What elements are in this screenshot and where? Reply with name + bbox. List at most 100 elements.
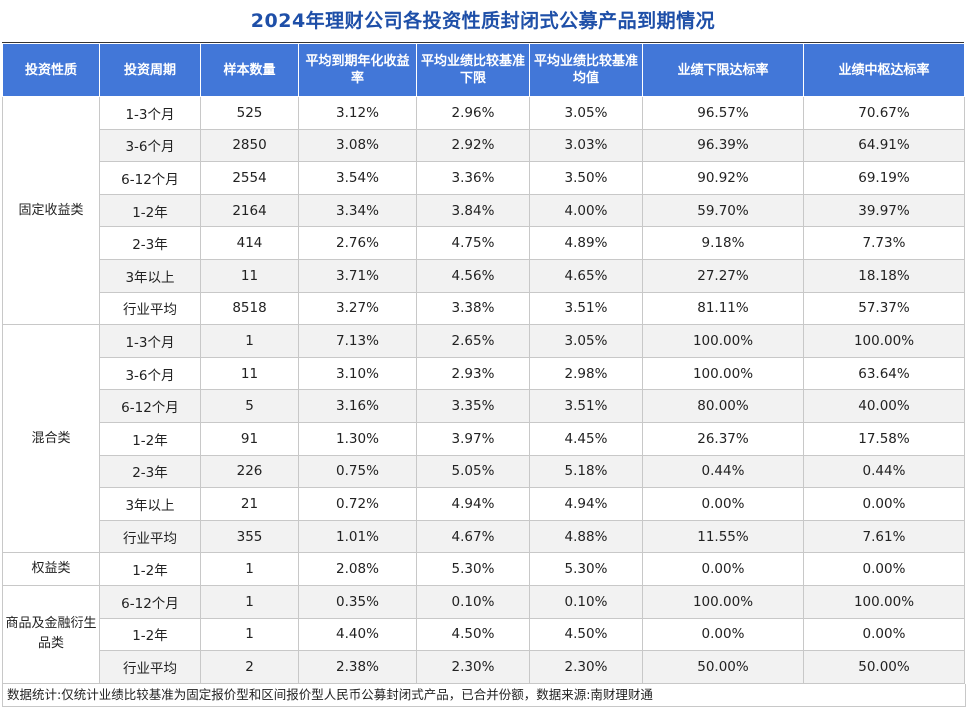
benchmark-mean-cell: 4.89% xyxy=(529,226,643,260)
mid-hit-rate-cell: 50.00% xyxy=(803,650,965,684)
benchmark-lower-cell: 3.35% xyxy=(416,389,530,423)
mid-hit-rate-cell: 7.73% xyxy=(803,226,965,260)
benchmark-mean-cell: 3.05% xyxy=(529,324,643,358)
sample-count-cell: 1 xyxy=(200,552,299,586)
period-cell: 1-2年 xyxy=(99,617,201,652)
period-cell: 6-12个月 xyxy=(99,389,201,423)
mid-hit-rate-cell: 100.00% xyxy=(803,584,965,619)
lower-hit-rate-cell: 26.37% xyxy=(642,421,804,456)
maturity-table: 投资性质 投资周期 样本数量 平均到期年化收益率 平均业绩比较基准下限 平均业绩… xyxy=(2,43,965,684)
lower-hit-rate-cell: 100.00% xyxy=(642,584,804,619)
title-divider xyxy=(2,42,964,43)
avg-yield-cell: 3.27% xyxy=(298,291,417,326)
benchmark-mean-cell: 3.50% xyxy=(529,161,643,195)
header-period: 投资周期 xyxy=(99,43,201,97)
sample-count-cell: 2164 xyxy=(200,193,299,228)
table-row: 2-3年 226 0.75% 5.05% 5.18% 0.44% 0.44% xyxy=(3,454,965,489)
table-row: 3-6个月 11 3.10% 2.93% 2.98% 100.00% 63.64% xyxy=(3,356,965,391)
mid-hit-rate-cell: 18.18% xyxy=(803,258,965,293)
table-row: 6-12个月 5 3.16% 3.35% 3.51% 80.00% 40.00% xyxy=(3,389,965,423)
period-cell: 6-12个月 xyxy=(99,584,201,619)
benchmark-lower-cell: 4.56% xyxy=(416,258,530,293)
lower-hit-rate-cell: 96.57% xyxy=(642,96,804,130)
table-row: 3年以上 11 3.71% 4.56% 4.65% 27.27% 18.18% xyxy=(3,258,965,293)
benchmark-lower-cell: 2.92% xyxy=(416,128,530,163)
mid-hit-rate-cell: 0.00% xyxy=(803,487,965,521)
benchmark-lower-cell: 2.30% xyxy=(416,650,530,684)
header-investment-type: 投资性质 xyxy=(2,43,100,97)
benchmark-lower-cell: 5.30% xyxy=(416,552,530,586)
mid-hit-rate-cell: 39.97% xyxy=(803,193,965,228)
avg-yield-cell: 0.72% xyxy=(298,487,417,521)
sample-count-cell: 91 xyxy=(200,421,299,456)
avg-yield-cell: 3.54% xyxy=(298,161,417,195)
table-row: 6-12个月 2554 3.54% 3.36% 3.50% 90.92% 69.19% xyxy=(3,161,965,195)
mid-hit-rate-cell: 63.64% xyxy=(803,356,965,391)
table-row: 权益类 1-2年 1 2.08% 5.30% 5.30% 0.00% 0.00% xyxy=(2,552,965,586)
lower-hit-rate-cell: 0.44% xyxy=(642,454,804,489)
period-cell: 1-2年 xyxy=(99,552,201,586)
investment-type-cell: 商品及金融衍生品类 xyxy=(2,584,100,684)
sample-count-cell: 11 xyxy=(200,258,299,293)
benchmark-mean-cell: 2.98% xyxy=(529,356,643,391)
header-benchmark-mean: 平均业绩比较基准均值 xyxy=(529,43,643,97)
table-row: 2-3年 414 2.76% 4.75% 4.89% 9.18% 7.73% xyxy=(3,226,965,260)
table-row: 1-2年 2164 3.34% 3.84% 4.00% 59.70% 39.97% xyxy=(3,193,965,228)
benchmark-lower-cell: 3.36% xyxy=(416,161,530,195)
period-cell: 3年以上 xyxy=(99,258,201,293)
lower-hit-rate-cell: 27.27% xyxy=(642,258,804,293)
page-title: 2024年理财公司各投资性质封闭式公募产品到期情况 xyxy=(250,10,716,32)
investment-type-cell: 混合类 xyxy=(2,324,100,554)
avg-yield-cell: 3.34% xyxy=(298,193,417,228)
lower-hit-rate-cell: 96.39% xyxy=(642,128,804,163)
benchmark-lower-cell: 2.65% xyxy=(416,324,530,358)
investment-type-cell: 权益类 xyxy=(2,552,100,586)
benchmark-lower-cell: 3.38% xyxy=(416,291,530,326)
sample-count-cell: 1 xyxy=(200,584,299,619)
period-cell: 行业平均 xyxy=(99,650,201,684)
header-mid-hit-rate: 业绩中枢达标率 xyxy=(803,43,965,97)
sample-count-cell: 2850 xyxy=(200,128,299,163)
sample-count-cell: 11 xyxy=(200,356,299,391)
avg-yield-cell: 3.16% xyxy=(298,389,417,423)
lower-hit-rate-cell: 0.00% xyxy=(642,487,804,521)
lower-hit-rate-cell: 100.00% xyxy=(642,356,804,391)
benchmark-mean-cell: 3.05% xyxy=(529,96,643,130)
sample-count-cell: 355 xyxy=(200,519,299,554)
benchmark-mean-cell: 5.30% xyxy=(529,552,643,586)
avg-yield-cell: 2.08% xyxy=(298,552,417,586)
benchmark-mean-cell: 4.88% xyxy=(529,519,643,554)
mid-hit-rate-cell: 40.00% xyxy=(803,389,965,423)
lower-hit-rate-cell: 100.00% xyxy=(642,324,804,358)
header-avg-annual-yield: 平均到期年化收益率 xyxy=(298,43,417,97)
sample-count-cell: 525 xyxy=(200,96,299,130)
period-cell: 3-6个月 xyxy=(99,356,201,391)
benchmark-mean-cell: 4.65% xyxy=(529,258,643,293)
avg-yield-cell: 3.71% xyxy=(298,258,417,293)
table-row: 混合类 1-3个月 1 7.13% 2.65% 3.05% 100.00% 100.00% xyxy=(2,324,965,554)
investment-type-cell: 固定收益类 xyxy=(2,95,100,326)
table-row: 固定收益类 1-3个月 525 3.12% 2.96% 3.05% 96.57% 70.67% xyxy=(2,95,965,326)
lower-hit-rate-cell: 50.00% xyxy=(642,650,804,684)
mid-hit-rate-cell: 100.00% xyxy=(803,324,965,358)
table-row: 行业平均 355 1.01% 4.67% 4.88% 11.55% 7.61% xyxy=(3,519,965,554)
period-cell: 1-3个月 xyxy=(99,96,201,130)
table-body: 固定收益类 1-3个月 525 3.12% 2.96% 3.05% 96.57% 70.67%… xyxy=(2,95,965,684)
avg-yield-cell: 0.75% xyxy=(298,454,417,489)
footnote: 数据统计:仅统计业绩比较基准为固定报价型和区间报价型人民币公募封闭式产品，已合并… xyxy=(2,683,966,707)
mid-hit-rate-cell: 69.19% xyxy=(803,161,965,195)
benchmark-mean-cell: 3.51% xyxy=(529,389,643,423)
mid-hit-rate-cell: 0.00% xyxy=(803,617,965,652)
table-row: 行业平均 8518 3.27% 3.38% 3.51% 81.11% 57.37% xyxy=(3,291,965,326)
benchmark-mean-cell: 0.10% xyxy=(529,584,643,619)
mid-hit-rate-cell: 57.37% xyxy=(803,291,965,326)
sample-count-cell: 226 xyxy=(200,454,299,489)
table-row: 商品及金融衍生品类 6-12个月 1 0.35% 0.10% 0.10% 100.00% 10… xyxy=(2,584,965,684)
mid-hit-rate-cell: 70.67% xyxy=(803,96,965,130)
table-row: 3年以上 21 0.72% 4.94% 4.94% 0.00% 0.00% xyxy=(3,487,965,521)
avg-yield-cell: 3.08% xyxy=(298,128,417,163)
benchmark-mean-cell: 2.30% xyxy=(529,650,643,684)
mid-hit-rate-cell: 7.61% xyxy=(803,519,965,554)
benchmark-lower-cell: 3.97% xyxy=(416,421,530,456)
avg-yield-cell: 7.13% xyxy=(298,324,417,358)
